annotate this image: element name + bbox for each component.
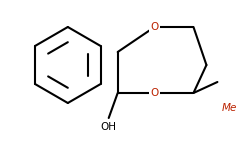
Text: O: O [150,88,159,98]
Text: OH: OH [101,122,117,132]
Text: O: O [150,22,159,32]
Text: Me: Me [221,103,237,113]
